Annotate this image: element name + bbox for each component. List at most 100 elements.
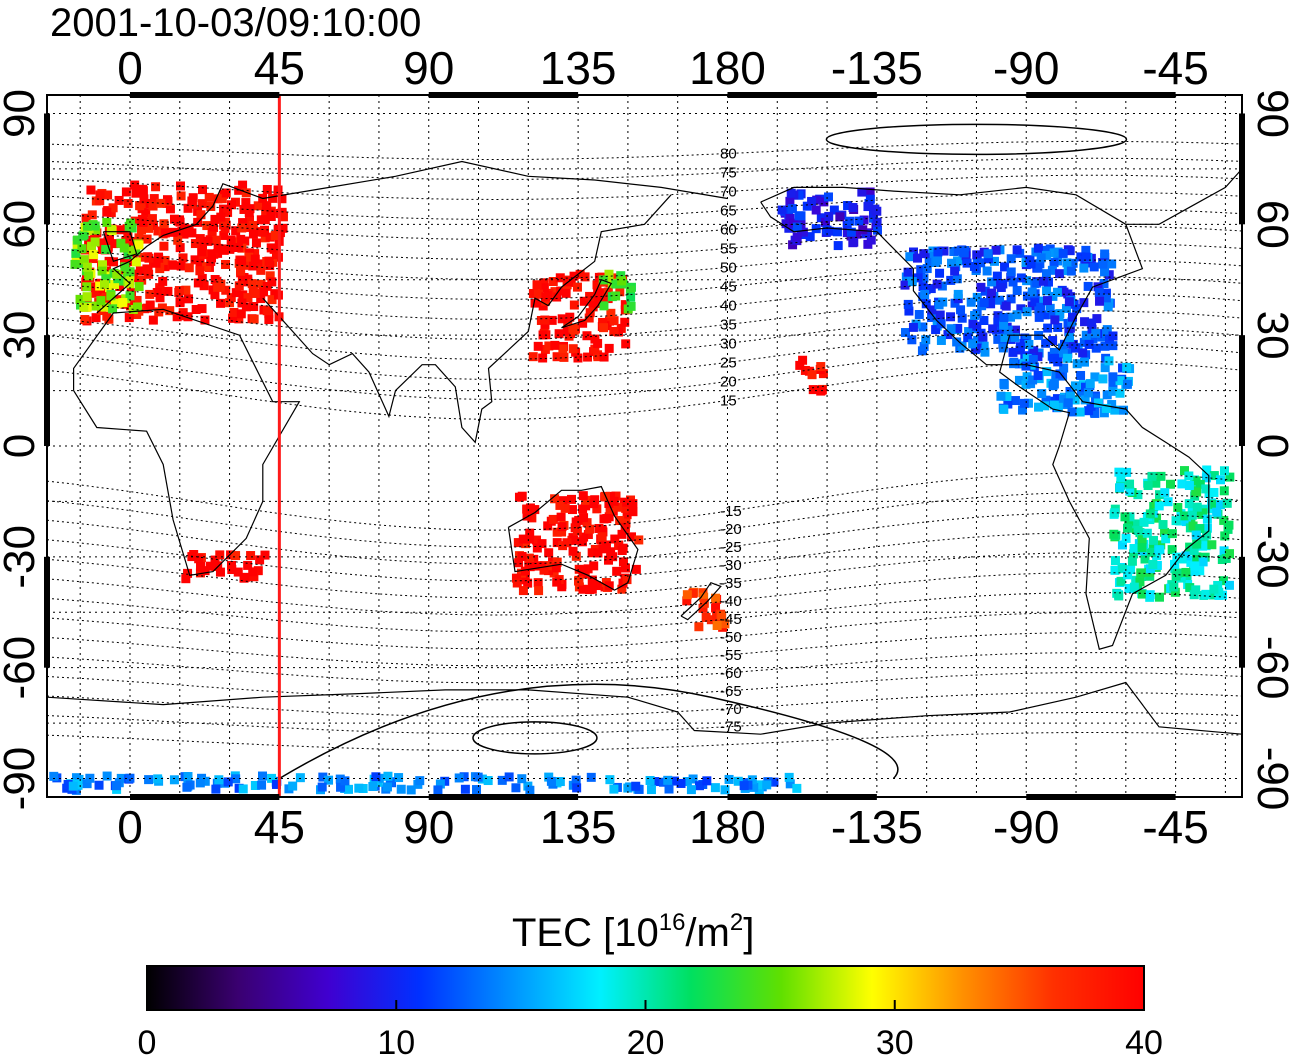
tec-cell [134, 240, 144, 250]
tec-cell [245, 215, 255, 225]
tec-cell [1210, 499, 1220, 509]
tec-cell [77, 244, 87, 254]
tec-cell [1126, 565, 1136, 575]
tec-cell [1208, 590, 1218, 600]
tec-cell [599, 301, 609, 311]
tec-cell [1063, 353, 1073, 363]
tec-cell [233, 567, 243, 577]
tec-cell [795, 360, 805, 370]
tec-cell [539, 283, 549, 293]
tec-cell [153, 226, 163, 236]
tec-cell [265, 271, 275, 281]
tec-cell [1108, 372, 1118, 382]
tec-cell [200, 315, 210, 325]
tec-cell [1040, 401, 1050, 411]
tec-cell [1192, 502, 1202, 512]
tec-cell [1033, 370, 1043, 380]
tec-cell [848, 203, 858, 213]
tec-cell [932, 279, 942, 289]
tec-cell [1094, 287, 1104, 297]
tec-cell [921, 285, 931, 295]
tec-cell [106, 225, 116, 235]
tec-cell [621, 339, 631, 349]
tec-cell [913, 273, 923, 283]
tec-cell [946, 275, 956, 285]
tec-cell [565, 312, 575, 322]
colorbar-tick-labels: 0 10 20 30 40 [138, 1000, 1163, 1057]
tec-cell [798, 355, 808, 365]
colorbar-title-end: ] [743, 911, 754, 955]
tec-cell [130, 180, 140, 190]
tec-cell [959, 248, 969, 258]
tec-cell [518, 586, 528, 596]
tec-cell [1109, 529, 1119, 539]
tec-cell [824, 211, 834, 221]
tec-cell [213, 243, 223, 253]
tec-cell [1041, 338, 1051, 348]
tec-cell [598, 317, 608, 327]
tec-cell [210, 214, 220, 224]
tec-cell [807, 196, 817, 206]
tec-cell [995, 295, 1005, 305]
tec-cell [178, 253, 188, 263]
tec-cell [552, 292, 562, 302]
tec-cell [1110, 565, 1120, 575]
tec-cell [1028, 355, 1038, 365]
tec-cell [132, 302, 142, 312]
tec-cell [792, 232, 802, 242]
tec-cell [792, 783, 802, 793]
tec-cell [1049, 258, 1059, 268]
tec-cell [260, 215, 270, 225]
bottom-lon-label: -135 [831, 801, 923, 853]
tec-cell [1115, 483, 1125, 493]
tec-cell [950, 266, 960, 276]
tec-cell [105, 283, 115, 293]
tec-cell [238, 218, 248, 228]
tec-cell [590, 495, 600, 505]
tec-cell [142, 234, 152, 244]
tec-cell [98, 260, 108, 270]
tec-cell [599, 352, 609, 362]
tec-cell [454, 773, 464, 783]
tec-cell [225, 244, 235, 254]
tec-cell [568, 344, 578, 354]
tec-cell [1000, 262, 1010, 272]
tec-cell [1197, 509, 1207, 519]
tec-cell [717, 611, 727, 621]
tec-cell [569, 300, 579, 310]
tec-cell [266, 243, 276, 253]
tec-cell [969, 261, 979, 271]
tec-cell [241, 198, 251, 208]
bottom-lon-label: 135 [540, 801, 617, 853]
tec-cell [788, 240, 798, 250]
tec-cell [234, 281, 244, 291]
tec-cell [569, 535, 579, 545]
magnetic-latitude-contours [46, 123, 1243, 780]
tec-cell [262, 281, 272, 291]
tec-cell [820, 217, 830, 227]
tec-cell [1041, 395, 1051, 405]
tec-cell [650, 777, 660, 787]
tec-cell [270, 231, 280, 241]
tec-cell [203, 236, 213, 246]
tec-cell [1068, 312, 1078, 322]
tec-cell [126, 218, 136, 228]
tec-cell [1040, 310, 1050, 320]
tec-cell [1038, 276, 1048, 286]
tec-cell [1098, 374, 1108, 384]
tec-cell [583, 564, 593, 574]
tec-cell [835, 212, 845, 222]
tec-cell [1071, 343, 1081, 353]
tec-cell [1110, 556, 1120, 566]
tec-cell [278, 212, 288, 222]
tec-cell [1146, 547, 1156, 557]
tec-cell [626, 301, 636, 311]
tec-cell [132, 295, 142, 305]
tec-cell [102, 207, 112, 217]
tec-cell [1117, 540, 1127, 550]
tec-cell [139, 194, 149, 204]
tec-cell [145, 289, 155, 299]
right-lat-label: 90 [1248, 89, 1292, 138]
tec-cell [1006, 294, 1016, 304]
tec-cell [846, 227, 856, 237]
